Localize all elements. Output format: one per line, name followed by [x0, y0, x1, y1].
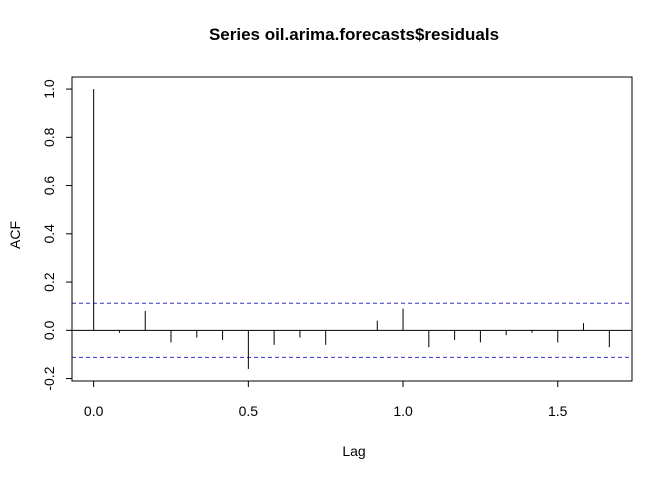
y-tick-label: 0.0 — [41, 320, 57, 340]
y-tick-label: 0.4 — [41, 224, 57, 244]
y-tick-label: 0.8 — [41, 127, 57, 147]
x-tick-label: 1.5 — [548, 403, 568, 419]
y-tick-label: 1.0 — [41, 79, 57, 99]
y-tick-label: 0.6 — [41, 176, 57, 196]
y-tick-label: 0.2 — [41, 272, 57, 292]
chart-title: Series oil.arima.forecasts$residuals — [209, 25, 499, 44]
plot-area: 0.0 0.5 1.0 1.5 -0.2 0.0 0.2 0.4 0.6 0.8 1.0 — [41, 76, 633, 419]
x-axis-label: Lag — [342, 443, 365, 459]
x-tick-label: 0.0 — [84, 403, 104, 419]
y-axis-label: ACF — [7, 221, 23, 249]
plot-frame — [71, 76, 633, 382]
y-tick-label: -0.2 — [41, 366, 57, 390]
x-tick-label: 0.5 — [239, 403, 259, 419]
x-tick-label: 1.0 — [393, 403, 413, 419]
